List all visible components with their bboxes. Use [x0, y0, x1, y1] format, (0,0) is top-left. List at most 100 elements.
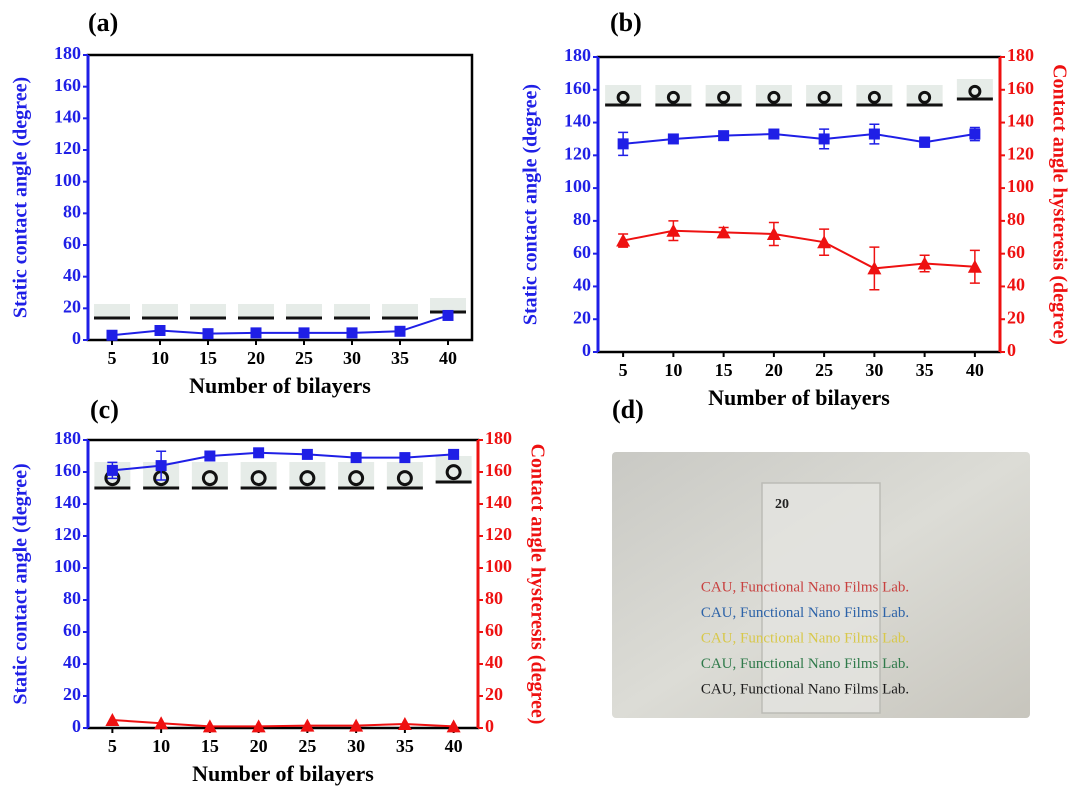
photo-text: CAU, Functional Nano Films Lab. [701, 630, 909, 646]
y-tick-label: 60 [573, 242, 591, 262]
y-tick-label: 40 [63, 652, 81, 672]
y2-tick-label: 140 [485, 492, 512, 512]
x-tick-label: 5 [108, 736, 117, 756]
marker [155, 460, 167, 472]
y2-tick-label: 100 [485, 556, 512, 576]
marker [617, 138, 629, 150]
y-tick-label: 180 [54, 43, 81, 63]
droplet-image [956, 79, 993, 99]
marker [301, 448, 313, 460]
photo-text: CAU, Functional Nano Films Lab. [701, 579, 909, 595]
droplet-image [755, 85, 792, 105]
y-tick-label: 180 [564, 45, 591, 65]
x-tick-label: 35 [391, 348, 409, 368]
marker [346, 327, 358, 339]
x-tick-label: 40 [439, 348, 457, 368]
y-tick-label: 160 [54, 75, 81, 95]
droplet [299, 470, 316, 487]
y2-tick-label: 0 [1007, 340, 1016, 360]
droplet [666, 90, 680, 104]
y-tick-label: 100 [54, 556, 81, 576]
y2-tick-label: 20 [485, 684, 503, 704]
y-tick-label: 140 [54, 492, 81, 512]
droplet-image [382, 304, 418, 318]
droplet-image [94, 304, 130, 318]
y2-tick-label: 160 [1007, 78, 1034, 98]
droplet [817, 90, 831, 104]
x-tick-label: 20 [765, 360, 783, 380]
marker [106, 464, 118, 476]
y2-tick-label: 20 [1007, 307, 1025, 327]
series-line [112, 719, 454, 728]
y-tick-label: 140 [54, 106, 81, 126]
y2-tick-label: 60 [1007, 242, 1025, 262]
marker [716, 225, 731, 239]
marker [919, 136, 931, 148]
y-tick-label: 180 [54, 428, 81, 448]
droplet-image [655, 85, 692, 105]
marker [718, 130, 730, 142]
droplet-image [906, 85, 943, 105]
marker [768, 128, 780, 140]
y-tick-label: 40 [573, 275, 591, 295]
y2-tick-label: 140 [1007, 111, 1034, 131]
droplet-image [705, 85, 742, 105]
droplet-image [190, 304, 226, 318]
panel-label: (d) [612, 395, 644, 424]
y-tick-label: 80 [63, 588, 81, 608]
marker [397, 717, 412, 730]
y2-tick-label: 40 [1007, 275, 1025, 295]
y2-tick-label: 80 [485, 588, 503, 608]
x-axis-title: Number of bilayers [189, 373, 371, 398]
y-tick-label: 20 [63, 296, 81, 316]
marker [399, 452, 411, 464]
y-axis-title: Static contact angle (degree) [520, 84, 542, 325]
y2-tick-label: 180 [485, 428, 512, 448]
droplet [717, 90, 731, 104]
marker [616, 233, 631, 247]
x-tick-label: 25 [815, 360, 833, 380]
series-line [111, 314, 449, 337]
chart: (b) 0 20 40 60 80 100 120 140 160 180 0 20 40 60 80 100 1… [520, 8, 1071, 410]
droplet [348, 470, 365, 487]
slide-label: 20 [775, 497, 789, 512]
droplet [201, 470, 218, 487]
y-tick-label: 120 [54, 524, 81, 544]
x-axis-title: Number of bilayers [708, 385, 890, 410]
photo-text: CAU, Functional Nano Films Lab. [701, 681, 909, 697]
y-tick-label: 80 [63, 201, 81, 221]
x-tick-label: 5 [108, 348, 117, 368]
marker [106, 329, 118, 341]
photo-text: CAU, Functional Nano Films Lab. [701, 656, 909, 672]
y2-tick-label: 180 [1007, 45, 1034, 65]
x-tick-label: 15 [199, 348, 217, 368]
x-tick-label: 35 [396, 736, 414, 756]
x-tick-label: 40 [966, 360, 984, 380]
marker [868, 128, 880, 140]
y-tick-label: 40 [63, 265, 81, 285]
marker [969, 128, 981, 140]
y-tick-label: 80 [573, 209, 591, 229]
marker [250, 327, 262, 339]
droplet-image [238, 304, 274, 318]
x-tick-label: 20 [247, 348, 265, 368]
droplet [616, 90, 630, 104]
x-tick-label: 35 [916, 360, 934, 380]
x-tick-label: 10 [151, 348, 169, 368]
photo-text: CAU, Functional Nano Films Lab. [701, 605, 909, 621]
droplet-image [334, 304, 370, 318]
x-tick-label: 15 [715, 360, 733, 380]
y-tick-label: 120 [54, 138, 81, 158]
y2-tick-label: 80 [1007, 209, 1025, 229]
marker [350, 452, 362, 464]
y-tick-label: 100 [54, 170, 81, 190]
y-tick-label: 20 [573, 307, 591, 327]
y2-tick-label: 0 [485, 716, 494, 736]
series-line [622, 229, 975, 270]
y2-tick-label: 100 [1007, 176, 1034, 196]
x-tick-label: 25 [298, 736, 316, 756]
x-tick-label: 30 [347, 736, 365, 756]
marker [105, 713, 120, 726]
panel-label: (a) [88, 8, 118, 37]
marker [154, 325, 166, 336]
